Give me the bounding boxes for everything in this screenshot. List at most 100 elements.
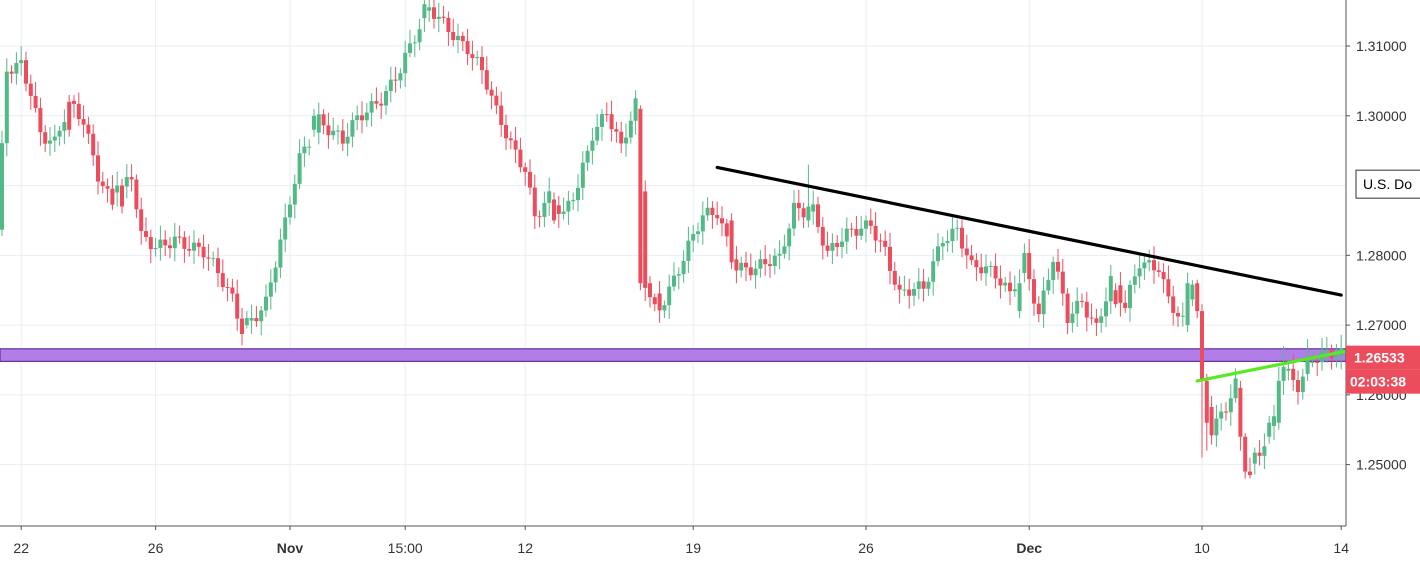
price-tag-layer: U.S. Do 1.26533 02:03:38 <box>1346 169 1420 394</box>
candle-body-down <box>724 223 729 237</box>
candle-body-up <box>1137 268 1142 277</box>
candle-body-down <box>1027 252 1032 280</box>
candle-body-up <box>1185 283 1190 326</box>
candle-body-up <box>1180 315 1185 317</box>
candle-body-up <box>758 259 763 269</box>
candle-body-up <box>1142 262 1147 269</box>
candle-body-down <box>470 54 475 59</box>
candle-body-up <box>355 115 360 121</box>
time-tick-label: 22 <box>13 540 29 556</box>
candle-body-up <box>955 227 960 229</box>
candle-body-up <box>696 231 700 235</box>
candle-body-down <box>110 188 115 205</box>
candle-body-up <box>580 162 585 188</box>
candle-body-down <box>1152 260 1156 271</box>
candle-body-up <box>628 120 633 138</box>
candle-body-up <box>259 310 264 322</box>
time-tick-label: 14 <box>1333 540 1349 556</box>
candle-body-down <box>1248 471 1252 476</box>
candle-body-up <box>278 239 283 268</box>
candle-body-up <box>1276 380 1281 423</box>
candle-body-up <box>1012 289 1017 292</box>
candle-body-up <box>547 191 552 203</box>
candle-body-up <box>412 42 417 44</box>
candle-body-down <box>1065 293 1070 323</box>
candle-body-up <box>1075 300 1080 314</box>
candle-body-up <box>172 236 177 249</box>
candle-body-up <box>1300 376 1305 393</box>
candle-body-up <box>1305 359 1310 374</box>
candle-body-up <box>988 265 993 267</box>
candle-body-up <box>984 266 988 274</box>
candle-body-up <box>297 153 302 184</box>
candle-body-down <box>120 185 124 207</box>
candle-body-down <box>892 270 897 285</box>
candle-body-down <box>1195 283 1200 312</box>
candle-body-up <box>57 130 62 137</box>
candle-body-down <box>979 267 984 274</box>
candle-body-up <box>1334 355 1339 359</box>
candle-body-down <box>604 114 609 116</box>
candle-body-down <box>720 218 724 224</box>
candle-body-up <box>475 56 480 59</box>
candle-body-down <box>81 119 86 125</box>
candle-body-down <box>614 129 619 132</box>
candle-body-up <box>1108 275 1113 302</box>
candle-body-down <box>201 246 206 258</box>
candle-body-down <box>1224 411 1228 413</box>
candle-body-up <box>417 29 422 43</box>
candle-body-down <box>230 287 235 294</box>
candle-body-down <box>187 248 192 251</box>
candle-body-down <box>873 225 878 241</box>
candle-body-down <box>897 284 902 290</box>
candle-body-down <box>657 293 662 311</box>
candle-body-down <box>643 191 648 288</box>
candle-body-up <box>945 241 950 244</box>
candle-body-up <box>681 260 686 275</box>
candle-body-down <box>321 114 326 126</box>
time-tick-label: 10 <box>1194 540 1210 556</box>
candle-body-up <box>1132 276 1137 285</box>
candle-body-down <box>235 293 240 319</box>
candle-body-down <box>609 114 614 130</box>
candle-body-down <box>134 179 139 210</box>
candle-body-down <box>993 265 998 279</box>
candle-body-up <box>336 130 340 132</box>
candle-body-down <box>1032 279 1036 304</box>
candle-body-up <box>676 274 681 276</box>
candle-body-up <box>1147 260 1152 263</box>
candle-body-down <box>494 95 499 106</box>
candle-body-up <box>264 296 268 311</box>
time-tick-label: 26 <box>148 540 164 556</box>
candle-body-up <box>292 183 297 205</box>
candle-body-up <box>4 71 9 144</box>
candle-body-down <box>715 215 720 219</box>
candle-body-up <box>782 246 787 254</box>
candle-body-down <box>504 124 508 139</box>
candle-body-up <box>1041 290 1046 315</box>
candle-body-down <box>240 318 244 335</box>
candle-body-down <box>446 17 451 32</box>
candle-body-down <box>888 246 892 271</box>
candle-body-down <box>168 245 172 249</box>
time-tick-label: 19 <box>685 540 701 556</box>
candle-body-down <box>1089 317 1094 319</box>
support-resistance-band <box>0 348 1347 362</box>
candle-body-up <box>1262 446 1267 456</box>
price-tick-label: 1.31000 <box>1356 38 1407 54</box>
candle-body-down <box>1113 290 1118 305</box>
candle-body-up <box>364 112 369 121</box>
candle-body-down <box>1080 300 1084 302</box>
candle-body-down <box>883 240 888 247</box>
candle-body-up <box>249 318 254 321</box>
candle-body-up <box>691 234 696 241</box>
candle-body-up <box>456 35 460 41</box>
candle-body-up <box>705 207 710 216</box>
candle-body-down <box>38 108 43 133</box>
candle-body-up <box>384 91 388 106</box>
candle-body-up <box>316 114 321 133</box>
candle-body-down <box>182 237 187 249</box>
horizontal-band-layer <box>0 348 1347 362</box>
